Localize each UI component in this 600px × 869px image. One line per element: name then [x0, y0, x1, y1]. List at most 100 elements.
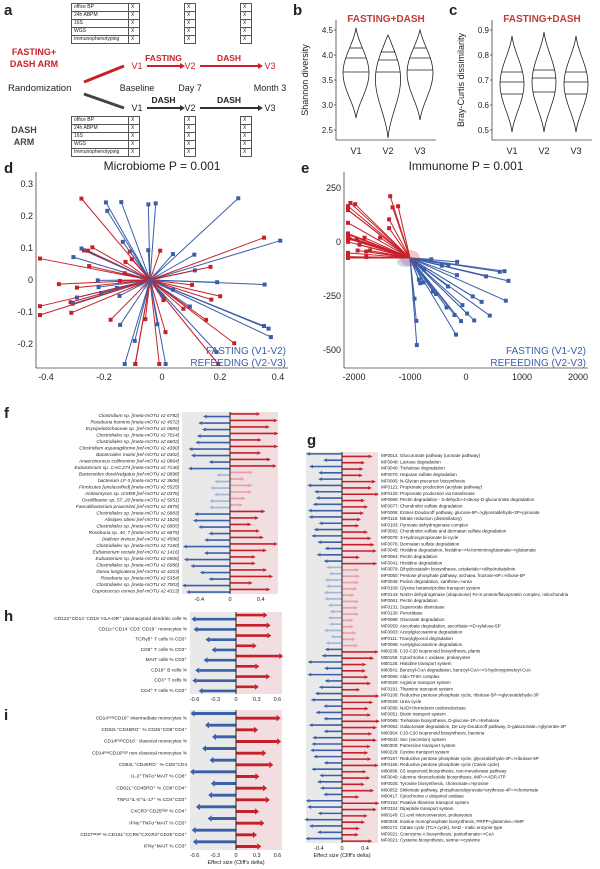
arrowhead [207, 815, 212, 822]
arrowhead [203, 657, 208, 664]
measurement-cell: X [184, 11, 196, 20]
legend-refeeding: REFEEDING (V2-V3) [490, 358, 586, 369]
x-tick-label: -0.4 [38, 372, 54, 382]
arrowhead [202, 745, 207, 752]
row-label: M00300: Putrescine transport system [381, 743, 456, 748]
y-tick-label: 0 [336, 237, 341, 247]
row-label: Eubacterium sp. [meta-mOTU v2 6506] [96, 556, 180, 562]
legend-refeeding: REFEEDING (V2-V3) [190, 358, 286, 369]
refeeding-segment [81, 248, 151, 281]
row-label: Anaerotruncus colihominis [ref-mOTU v2 0… [78, 459, 180, 465]
measurement-cell [195, 3, 241, 12]
arrowhead [211, 647, 216, 653]
fasting-point [262, 235, 267, 240]
measurement-cell: X [128, 11, 140, 20]
fasting-point [129, 257, 134, 262]
refeeding-point [497, 269, 502, 274]
row-label: MF0111: Triacylglycerol degradation [381, 636, 453, 641]
fasting-point [367, 248, 372, 253]
arrowhead [355, 599, 360, 604]
y-tick-label: 0.6 [478, 101, 490, 110]
row-label: MF0109: Glycine betaine/proline transpor… [381, 585, 481, 590]
fasting-point [69, 310, 74, 315]
row-label: Bacteroides dorei/vulgatus [ref-mOTU v2 … [79, 472, 180, 478]
arrowhead [328, 571, 333, 576]
row-label: MF0040: Trehalose degradation [381, 466, 445, 471]
row-label: Dorea longicatena [ref-mOTU v2 4203] [96, 569, 179, 575]
panel-d-microbiome-pca: Microbiome P = 0.001 -0.4 -0.2 0 0.2 0.4 0.3 0.… [17, 159, 288, 382]
arrowhead [372, 807, 377, 812]
arrowhead [254, 808, 259, 815]
arrowhead [308, 824, 313, 828]
y-tick-label: 3.0 [322, 101, 334, 110]
arrowhead [216, 473, 221, 477]
arrowhead [319, 773, 324, 778]
fasting-segment [149, 279, 212, 301]
refeeding-segment [147, 204, 151, 281]
fasting-segment [347, 256, 411, 259]
visit-label-arm1: V1 [131, 61, 142, 71]
measurement-cell: X [128, 35, 140, 44]
arrowhead [353, 587, 358, 591]
fasting-segment [347, 209, 411, 259]
refeeding-point [268, 335, 273, 340]
fasting-ellipse [400, 250, 420, 266]
arrowhead [180, 63, 185, 69]
fasting-segment [110, 279, 151, 321]
fasting-point [346, 204, 350, 209]
row-label: M00417: Cytochrome o ubiquinol oxidase [381, 794, 464, 799]
refeeding-segment [409, 257, 506, 302]
arrowhead [252, 642, 257, 649]
fasting-point [209, 297, 214, 302]
arrowhead [192, 838, 197, 846]
arm2-phase-label: DASH [217, 95, 241, 105]
x-tick-label: V2 [538, 146, 549, 156]
row-label: Roseburia sp. [meta-mOTU v2 5354] [101, 576, 180, 582]
measurement-cell: X [128, 124, 140, 133]
fasting-point [362, 235, 367, 240]
arrowhead [356, 687, 361, 692]
row-label: MF0051: Biotin transport system [381, 712, 446, 717]
arrowhead [364, 751, 369, 755]
refeeding-point [459, 319, 464, 324]
arrowhead [349, 624, 354, 629]
fasting-point [347, 236, 352, 241]
arm1-phase-label: DASH [217, 53, 241, 63]
arrowhead [354, 612, 359, 616]
panel-a-letter: a [4, 2, 13, 19]
fasting-segment [81, 198, 151, 281]
refeeding-point [71, 255, 76, 260]
fasting-point [346, 220, 350, 225]
violin-shape [563, 35, 589, 133]
arm1-arrow [83, 64, 125, 84]
table-row: Immunophenotyping X X X [71, 35, 252, 44]
row-label: MF0092: Chondroitin sulfate and dermatan… [381, 529, 507, 534]
refeeding-segment [409, 257, 458, 276]
refeeding-point [192, 252, 197, 257]
table-row: office BP X X X [71, 116, 252, 125]
row-label: Eubacterium rectale [ref-mOTU v2 1416] [93, 550, 180, 556]
fasting-point [123, 259, 128, 264]
measurement-cell: X [128, 132, 140, 141]
refeeding-point [122, 362, 127, 366]
fasting-point [346, 254, 350, 259]
fasting-ellipse [140, 272, 160, 288]
arrowhead [263, 784, 268, 792]
refeeding-point [421, 267, 426, 272]
row-label: IFNγ⁺TNFα⁺MAIT % CD3⁺ [129, 820, 187, 826]
table-row: Immunophenotyping X X X [71, 148, 252, 157]
measurement-label: office BP [71, 3, 129, 12]
measurement-cell: X [128, 148, 140, 157]
arrowhead [372, 549, 377, 553]
fasting-segment [388, 227, 411, 259]
arrowhead [192, 677, 197, 684]
measurement-cell: X [128, 27, 140, 36]
arrowhead [350, 593, 355, 597]
x-tick-label: 0.4 [361, 846, 369, 852]
row-label: M00048: Inosine monophosphate biosynthes… [381, 819, 524, 824]
panel-i-letter: i [4, 707, 9, 724]
fasting-point [353, 202, 358, 207]
refeeding-point [446, 262, 451, 267]
arrowhead [360, 511, 365, 515]
measurement-cell: X [240, 3, 252, 12]
